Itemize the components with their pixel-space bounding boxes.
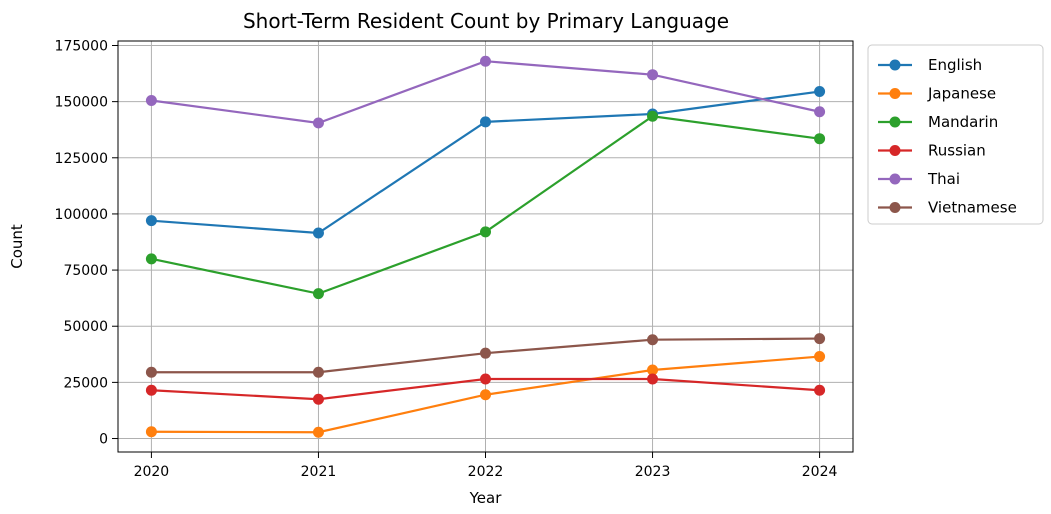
y-tick-label: 125000 <box>55 151 108 167</box>
data-point-vietnamese <box>145 366 157 378</box>
data-point-english <box>480 116 491 128</box>
x-tick-label: 2020 <box>134 464 170 480</box>
x-tick-label: 2023 <box>635 464 671 480</box>
y-axis-label: Count <box>8 224 26 269</box>
legend-item-thai: Thai <box>878 170 960 188</box>
legend-label: Japanese <box>927 85 996 103</box>
x-tick-label: 2022 <box>468 464 504 480</box>
data-point-vietnamese <box>480 347 491 359</box>
series-mandarin <box>145 110 826 300</box>
legend-label: English <box>928 56 982 74</box>
grid-lines <box>118 41 853 452</box>
series-thai <box>145 55 826 129</box>
data-point-vietnamese <box>312 366 324 378</box>
x-tick-label: 2021 <box>301 464 337 480</box>
x-axis-label: Year <box>469 489 503 507</box>
data-point-english <box>312 227 324 239</box>
y-tick-label: 25000 <box>63 375 108 391</box>
data-point-thai <box>647 69 659 81</box>
legend-label: Thai <box>927 170 960 188</box>
y-tick-label: 50000 <box>63 319 108 335</box>
legend-label: Mandarin <box>928 113 998 131</box>
legend-marker <box>889 145 901 156</box>
legend-marker <box>889 116 901 128</box>
y-tick-label: 150000 <box>55 95 108 111</box>
y-tick-label: 175000 <box>55 38 108 54</box>
data-point-vietnamese <box>814 333 826 345</box>
legend-marker <box>889 59 901 71</box>
data-point-russian <box>312 393 324 405</box>
data-point-mandarin <box>480 226 491 238</box>
data-point-mandarin <box>312 288 324 300</box>
data-point-thai <box>814 106 826 118</box>
legend-item-vietnamese: Vietnamese <box>878 199 1017 217</box>
data-point-thai <box>145 95 157 107</box>
data-point-japanese <box>145 426 157 438</box>
data-point-japanese <box>814 351 826 363</box>
data-point-thai <box>312 117 324 129</box>
legend-marker <box>889 173 901 185</box>
legend-item-russian: Russian <box>878 142 986 160</box>
series-russian <box>145 373 826 405</box>
y-tick-label: 100000 <box>55 207 108 223</box>
data-point-japanese <box>480 389 491 401</box>
legend-item-mandarin: Mandarin <box>878 113 998 131</box>
data-point-russian <box>647 373 659 385</box>
legend-label: Vietnamese <box>928 199 1017 217</box>
series-vietnamese <box>145 333 826 378</box>
axis-ticks: 2020 2021 2022 2023 2024 0 25000 50000 75000 1000… <box>55 38 838 480</box>
data-point-mandarin <box>814 133 826 145</box>
data-point-vietnamese <box>647 334 659 346</box>
legend-label: Russian <box>928 142 986 160</box>
legend: English Japanese Mandarin Russian Thai Vietna… <box>867 44 1044 225</box>
x-tick-label: 2024 <box>802 464 838 480</box>
data-point-mandarin <box>145 253 157 265</box>
legend-item-english: English <box>878 56 982 74</box>
data-point-japanese <box>312 426 324 438</box>
chart-title: Short-Term Resident Count by Primary Lan… <box>243 9 729 33</box>
data-point-russian <box>814 384 826 396</box>
y-tick-label: 0 <box>99 432 108 448</box>
data-point-russian <box>480 373 491 385</box>
y-tick-label: 75000 <box>63 263 108 279</box>
data-point-japanese <box>647 364 659 376</box>
legend-marker <box>889 202 901 213</box>
data-point-russian <box>145 384 157 396</box>
data-point-thai <box>480 55 491 67</box>
data-point-english <box>814 86 826 98</box>
legend-item-japanese: Japanese <box>878 85 996 103</box>
data-point-english <box>145 215 157 227</box>
series-japanese <box>145 351 826 438</box>
series-layer <box>145 55 826 438</box>
data-point-mandarin <box>647 110 659 122</box>
legend-marker <box>889 88 901 99</box>
